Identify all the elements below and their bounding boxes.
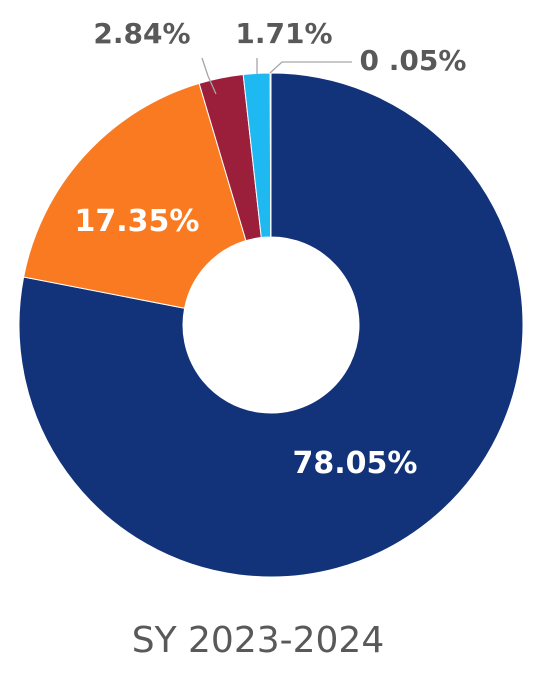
slice-17-35 [23,82,247,309]
chart-caption: SY 2023-2024 [132,620,385,661]
data-label-0-05: 0 .05% [360,44,467,77]
leader-line-2-84 [201,57,217,95]
data-label-2-84: 2.84% [93,17,190,50]
data-label-1-71: 1.71% [235,17,332,50]
slice-78-05 [18,72,524,578]
leader-line-0-05 [269,61,352,74]
data-label-78-05: 78.05% [293,446,418,481]
slice-0-05 [269,72,272,238]
data-label-17-35: 17.35% [75,204,200,239]
